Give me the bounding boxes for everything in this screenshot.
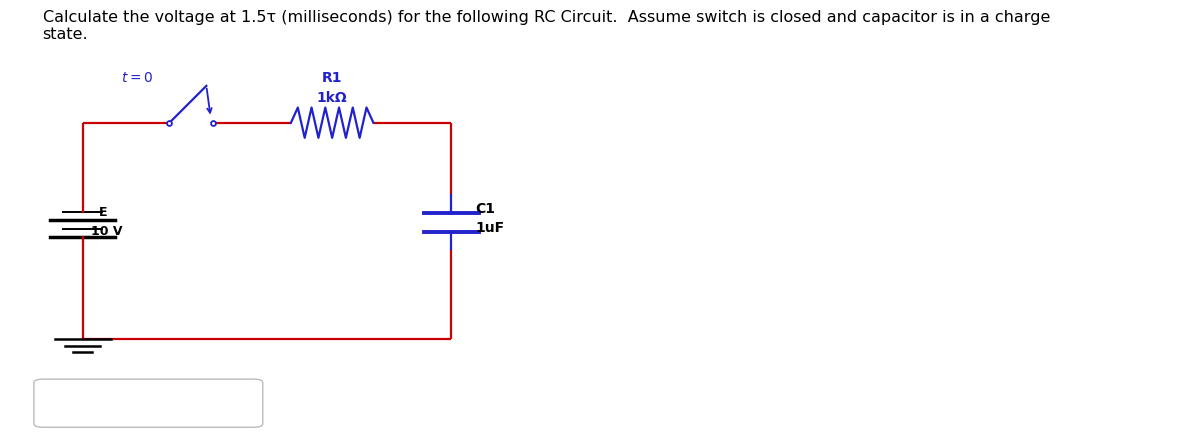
Text: 1uF: 1uF [475, 221, 504, 235]
Text: $t=0$: $t=0$ [121, 71, 152, 85]
Text: 1kΩ: 1kΩ [317, 91, 348, 105]
Text: 10 V: 10 V [91, 225, 122, 238]
Text: R1: R1 [322, 71, 342, 85]
Text: E: E [98, 206, 108, 219]
FancyBboxPatch shape [34, 379, 263, 427]
Text: Calculate the voltage at 1.5τ (milliseconds) for the following RC Circuit.  Assu: Calculate the voltage at 1.5τ (milliseco… [43, 10, 1050, 42]
Text: C1: C1 [475, 202, 496, 216]
